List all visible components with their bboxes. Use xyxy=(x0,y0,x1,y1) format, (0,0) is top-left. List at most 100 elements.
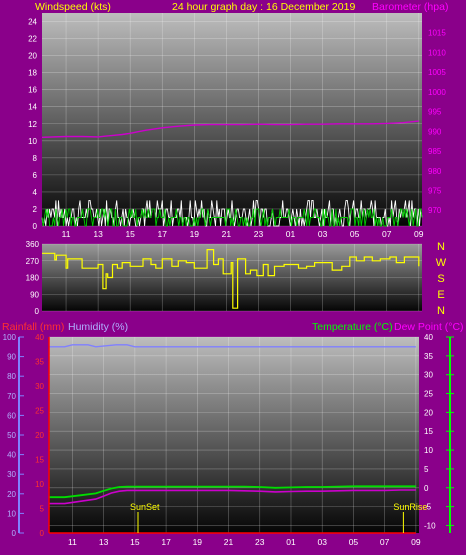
sunrise-annotation: SunRise xyxy=(393,502,427,512)
x-tick-label: 03 xyxy=(317,537,327,547)
y-tick-windspeed: 24 xyxy=(28,18,37,27)
y-tick-humidity: 0 xyxy=(12,529,17,538)
y-tick-rainfall: 10 xyxy=(35,480,44,489)
y-tick-direction: 360 xyxy=(26,240,40,249)
wind-direction-plot-area xyxy=(42,244,422,311)
x-tick-label: 09 xyxy=(414,229,424,239)
y-tick-barometer: 1000 xyxy=(428,88,446,97)
y-tick-temperature: 25 xyxy=(424,390,433,399)
x-tick-label: 11 xyxy=(62,229,71,239)
y-tick-windspeed: 12 xyxy=(28,120,37,129)
y-tick-temperature: 10 xyxy=(424,446,433,455)
x-tick-label: 03 xyxy=(318,229,328,239)
x-tick-label: 17 xyxy=(158,229,168,239)
y-tick-humidity: 70 xyxy=(7,392,16,401)
y-tick-barometer: 995 xyxy=(428,108,442,117)
x-tick-label: 19 xyxy=(190,229,200,239)
x-tick-label: 01 xyxy=(286,537,296,547)
y-tick-rainfall: 15 xyxy=(35,456,44,465)
x-tick-label: 21 xyxy=(224,537,234,547)
wind-barometer-axis-labels: 0246810121416182022249709759809859909951… xyxy=(28,18,446,239)
y-tick-barometer: 975 xyxy=(428,187,442,196)
y-tick-temperature: 5 xyxy=(424,465,429,474)
y-tick-humidity: 20 xyxy=(7,490,16,499)
x-tick-label: 23 xyxy=(254,229,264,239)
x-tick-label: 23 xyxy=(255,537,265,547)
y-tick-humidity: 80 xyxy=(7,372,16,381)
compass-letter: E xyxy=(437,289,444,301)
temp-humidity-axis-labels: 01020304050607080901000510152025303540-1… xyxy=(3,333,436,547)
y-tick-rainfall: 20 xyxy=(35,431,44,440)
rainfall-label: Rainfall (mm) xyxy=(2,321,64,333)
y-tick-barometer: 980 xyxy=(428,167,442,176)
wind-average-line xyxy=(41,199,423,227)
x-tick-label: 05 xyxy=(350,229,360,239)
y-tick-temperature: 0 xyxy=(424,484,429,493)
wind-speed-series xyxy=(41,199,423,227)
y-tick-windspeed: 14 xyxy=(28,103,37,112)
y-tick-rainfall: 25 xyxy=(35,407,44,416)
wind-barometer-grid xyxy=(42,13,422,227)
y-tick-windspeed: 0 xyxy=(33,222,38,231)
x-tick-label: 21 xyxy=(222,229,232,239)
y-tick-humidity: 10 xyxy=(7,509,16,518)
x-tick-label: 09 xyxy=(411,537,421,547)
y-tick-windspeed: 22 xyxy=(28,35,37,44)
y-tick-direction: 90 xyxy=(30,290,39,299)
x-tick-label: 07 xyxy=(382,229,392,239)
y-tick-windspeed: 16 xyxy=(28,86,37,95)
compass-letter: N xyxy=(437,241,445,253)
barometer-line xyxy=(41,120,419,138)
y-tick-temperature: 20 xyxy=(424,408,433,417)
y-tick-temperature: -5 xyxy=(424,503,432,512)
humidity-line xyxy=(49,344,416,348)
x-tick-label: 15 xyxy=(125,229,135,239)
y-tick-barometer: 970 xyxy=(428,206,442,215)
y-tick-barometer: 985 xyxy=(428,147,442,156)
graph-title: 24 hour graph day : 16 December 2019 xyxy=(172,1,355,13)
temp-humidity-series xyxy=(49,344,416,534)
y-tick-windspeed: 20 xyxy=(28,52,37,61)
x-tick-label: 11 xyxy=(68,537,77,547)
y-tick-direction: 0 xyxy=(35,307,40,316)
y-tick-humidity: 100 xyxy=(3,333,17,342)
x-tick-label: 17 xyxy=(161,537,171,547)
y-tick-direction: 270 xyxy=(26,257,40,266)
humidity-label: Humidity (%) xyxy=(68,321,128,333)
temp-humidity-plot-area xyxy=(49,337,419,533)
temp-humidity-panel: 01020304050607080901000510152025303540-1… xyxy=(3,333,454,547)
y-tick-windspeed: 6 xyxy=(33,171,38,180)
x-tick-label: 19 xyxy=(193,537,203,547)
compass-letter: W xyxy=(436,257,447,269)
y-tick-rainfall: 5 xyxy=(40,505,45,514)
y-tick-humidity: 90 xyxy=(7,353,16,362)
wind-direction-series xyxy=(42,249,420,309)
wind-direction-panel: 0 90 180 270 360 xyxy=(26,240,422,316)
barometer-label: Barometer (hpa) xyxy=(372,1,448,13)
temperature-line xyxy=(49,485,416,499)
x-tick-label: 05 xyxy=(349,537,359,547)
y-tick-direction: 180 xyxy=(26,274,40,283)
y-tick-temperature: -10 xyxy=(424,521,436,530)
temp-humidity-grid xyxy=(49,336,419,533)
y-tick-humidity: 50 xyxy=(7,431,16,440)
y-tick-rainfall: 40 xyxy=(35,333,44,342)
y-tick-windspeed: 8 xyxy=(33,154,38,163)
wind-barometer-panel: 0246810121416182022249709759809859909951… xyxy=(28,13,446,239)
y-tick-rainfall: 35 xyxy=(35,358,44,367)
y-tick-windspeed: 18 xyxy=(28,69,37,78)
y-tick-barometer: 1010 xyxy=(428,48,446,57)
y-tick-temperature: 15 xyxy=(424,427,433,436)
y-tick-humidity: 60 xyxy=(7,411,16,420)
wind-gust-line xyxy=(41,208,423,227)
y-tick-humidity: 30 xyxy=(7,470,16,479)
dewpoint-label: Dew Point (°C) xyxy=(394,321,464,333)
x-tick-label: 13 xyxy=(93,229,103,239)
dewpoint-line xyxy=(49,489,416,505)
y-tick-rainfall: 0 xyxy=(40,529,45,538)
y-tick-barometer: 990 xyxy=(428,127,442,136)
x-tick-label: 13 xyxy=(99,537,109,547)
